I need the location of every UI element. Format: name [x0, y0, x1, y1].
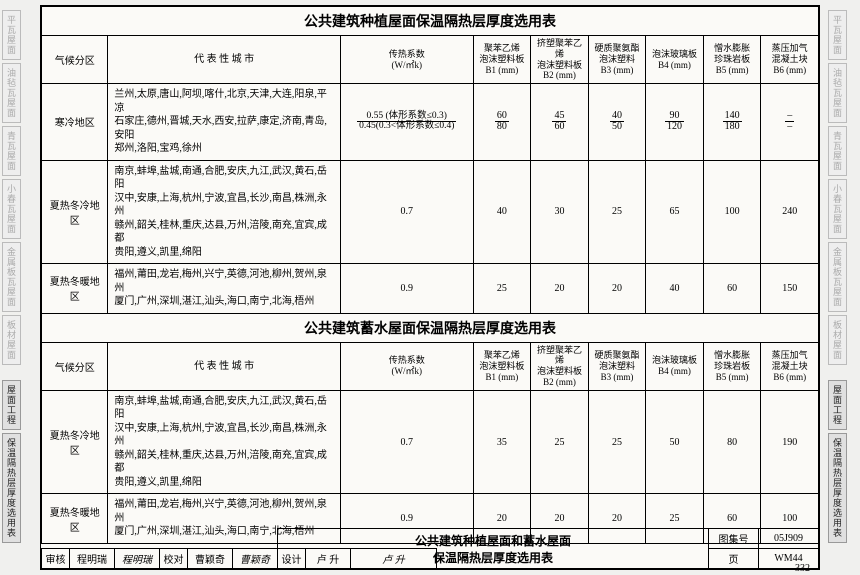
side-tab[interactable]: 青瓦屋面 — [2, 126, 21, 176]
footer-value: 卢 升 — [306, 549, 351, 569]
side-tab[interactable]: 金属板瓦屋面 — [2, 242, 21, 312]
col-b3: 硬质聚氨酯泡沫塑料B3 (mm) — [588, 36, 646, 84]
table-title: 公共建筑蓄水屋面保温隔热层厚度选用表 — [42, 313, 819, 342]
col-cities: 代 表 性 城 市 — [108, 342, 340, 390]
val-cell: 150 — [761, 264, 819, 314]
col-b4: 泡沫玻璃板B4 (mm) — [646, 342, 704, 390]
side-tab[interactable]: 保温隔热层厚度选用表 — [2, 433, 21, 543]
table-title: 公共建筑种植屋面保温隔热层厚度选用表 — [42, 7, 819, 36]
val-cell: 40 — [646, 264, 704, 314]
zone-cell: 夏热冬冷地区 — [42, 160, 108, 264]
left-side-tabs: 平瓦屋面 油毡瓦屋面 青瓦屋面 小春瓦屋面 金属板瓦屋面 板材屋面 屋面工程 保… — [2, 10, 32, 546]
val-cell: 35 — [473, 390, 531, 494]
side-tab[interactable]: 金属板瓦屋面 — [828, 242, 847, 312]
side-tab[interactable]: 青瓦屋面 — [828, 126, 847, 176]
val-cell: 30 — [531, 160, 589, 264]
val-cell: –– — [761, 84, 819, 161]
val-cell: 25 — [531, 390, 589, 494]
coef-cell: 0.7 — [340, 390, 473, 494]
footer-signature: 卢 升 — [351, 549, 437, 569]
right-side-tabs: 平瓦屋面 油毡瓦屋面 青瓦屋面 小春瓦屋面 金属板瓦屋面 板材屋面 屋面工程 保… — [828, 10, 858, 546]
val-cell: 40 — [473, 160, 531, 264]
col-b6: 蒸压加气混凝土块B6 (mm) — [761, 342, 819, 390]
page-frame: 公共建筑种植屋面保温隔热层厚度选用表 气候分区 代 表 性 城 市 传热系数(W… — [40, 5, 820, 570]
val-cell: 65 — [646, 160, 704, 264]
col-cities: 代 表 性 城 市 — [108, 36, 340, 84]
side-tab[interactable]: 保温隔热层厚度选用表 — [828, 433, 847, 543]
val-cell: 25 — [588, 390, 646, 494]
cities-cell: 福州,莆田,龙岩,梅州,兴宁,英德,河池,柳州,贺州,泉州厦门,广州,深圳,湛江… — [108, 264, 340, 314]
side-tab[interactable]: 小春瓦屋面 — [828, 179, 847, 239]
cities-cell: 南京,蚌埠,盐城,南通,合肥,安庆,九江,武汉,黄石,岳阳汉中,安康,上海,杭州… — [108, 160, 340, 264]
footer-signature: 曹颖奇 — [233, 549, 278, 569]
val-cell: 80 — [703, 390, 761, 494]
coef-cell: 0.55 (体形系数≤0.3)0.45(0.3<体形系数≤0.4) — [340, 84, 473, 161]
side-tab[interactable]: 板材屋面 — [828, 315, 847, 365]
side-tab[interactable]: 小春瓦屋面 — [2, 179, 21, 239]
val-cell: 6080 — [473, 84, 531, 161]
side-tab[interactable]: 屋面工程 — [828, 380, 847, 430]
footer-label: 校对 — [160, 549, 188, 569]
side-tab[interactable]: 板材屋面 — [2, 315, 21, 365]
col-b2: 挤塑聚苯乙烯泡沫塑料板B2 (mm) — [531, 36, 589, 84]
col-zone: 气候分区 — [42, 342, 108, 390]
table-1: 公共建筑种植屋面保温隔热层厚度选用表 气候分区 代 表 性 城 市 传热系数(W… — [41, 6, 819, 544]
val-cell: 240 — [761, 160, 819, 264]
col-b4: 泡沫玻璃板B4 (mm) — [646, 36, 704, 84]
footer-value: 曹颖奇 — [188, 549, 233, 569]
page-number: 332 — [795, 563, 810, 574]
val-cell: 20 — [588, 264, 646, 314]
zone-cell: 寒冷地区 — [42, 84, 108, 161]
val-cell: 190 — [761, 390, 819, 494]
cities-cell: 南京,蚌埠,盐城,南通,合肥,安庆,九江,武汉,黄石,岳阳汉中,安康,上海,杭州… — [108, 390, 340, 494]
col-b2: 挤塑聚苯乙烯泡沫塑料板B2 (mm) — [531, 342, 589, 390]
footer-label: 页 — [709, 549, 759, 569]
val-cell: 140180 — [703, 84, 761, 161]
footer-signature: 程明瑞 — [115, 549, 160, 569]
side-tab[interactable]: 平瓦屋面 — [828, 10, 847, 60]
table-row: 寒冷地区 兰州,太原,唐山,阿坝,喀什,北京,天津,大连,阳泉,平凉石家庄,德州… — [42, 84, 819, 161]
side-tab[interactable]: 平瓦屋面 — [2, 10, 21, 60]
val-cell: 25 — [588, 160, 646, 264]
cities-cell: 兰州,太原,唐山,阿坝,喀什,北京,天津,大连,阳泉,平凉石家庄,德州,晋城,天… — [108, 84, 340, 161]
val-cell: 25 — [473, 264, 531, 314]
zone-cell: 夏热冬暖地区 — [42, 264, 108, 314]
col-b5: 憎水膨胀珍珠岩板B5 (mm) — [703, 342, 761, 390]
table-row: 夏热冬冷地区 南京,蚌埠,盐城,南通,合肥,安庆,九江,武汉,黄石,岳阳汉中,安… — [42, 160, 819, 264]
coef-cell: 0.9 — [340, 264, 473, 314]
col-coef: 传热系数(W/㎡k) — [340, 342, 473, 390]
col-b6: 蒸压加气混凝土块B6 (mm) — [761, 36, 819, 84]
footer-value: 程明瑞 — [70, 549, 115, 569]
footer-label: 设计 — [278, 549, 306, 569]
side-tab[interactable]: 油毡瓦屋面 — [2, 63, 21, 123]
side-tab[interactable]: 油毡瓦屋面 — [828, 63, 847, 123]
col-b5: 憎水膨胀珍珠岩板B5 (mm) — [703, 36, 761, 84]
col-zone: 气候分区 — [42, 36, 108, 84]
col-coef: 传热系数(W/㎡k) — [340, 36, 473, 84]
zone-cell: 夏热冬冷地区 — [42, 390, 108, 494]
val-cell: 60 — [703, 264, 761, 314]
table-row: 夏热冬暖地区 福州,莆田,龙岩,梅州,兴宁,英德,河池,柳州,贺州,泉州厦门,广… — [42, 264, 819, 314]
footer-label: 审核 — [42, 549, 70, 569]
footer-label: 图集号 — [709, 529, 759, 549]
val-cell: 100 — [703, 160, 761, 264]
footer-value: 05J909 — [759, 529, 819, 549]
col-b3: 硬质聚氨酯泡沫塑料B3 (mm) — [588, 342, 646, 390]
val-cell: 4050 — [588, 84, 646, 161]
val-cell: 4560 — [531, 84, 589, 161]
col-b1: 聚苯乙烯泡沫塑料板B1 (mm) — [473, 36, 531, 84]
val-cell: 50 — [646, 390, 704, 494]
val-cell: 20 — [531, 264, 589, 314]
val-cell: 90120 — [646, 84, 704, 161]
footer: 公共建筑种植屋面和蓄水屋面保温隔热层厚度选用表 图集号 05J909 审核 程明… — [41, 528, 819, 569]
coef-cell: 0.7 — [340, 160, 473, 264]
table-row: 夏热冬冷地区 南京,蚌埠,盐城,南通,合肥,安庆,九江,武汉,黄石,岳阳汉中,安… — [42, 390, 819, 494]
col-b1: 聚苯乙烯泡沫塑料板B1 (mm) — [473, 342, 531, 390]
side-tab[interactable]: 屋面工程 — [2, 380, 21, 430]
